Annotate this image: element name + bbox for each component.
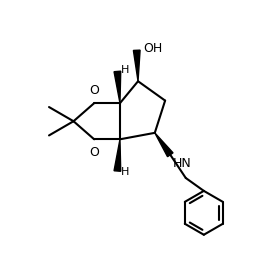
Text: OH: OH bbox=[143, 43, 163, 55]
Text: HN: HN bbox=[173, 157, 192, 170]
Text: O: O bbox=[89, 146, 99, 159]
Text: H: H bbox=[121, 167, 130, 177]
Polygon shape bbox=[114, 71, 121, 103]
Text: H: H bbox=[121, 65, 130, 75]
Text: O: O bbox=[89, 84, 99, 97]
Polygon shape bbox=[114, 139, 121, 171]
Polygon shape bbox=[155, 133, 173, 157]
Polygon shape bbox=[133, 50, 140, 81]
